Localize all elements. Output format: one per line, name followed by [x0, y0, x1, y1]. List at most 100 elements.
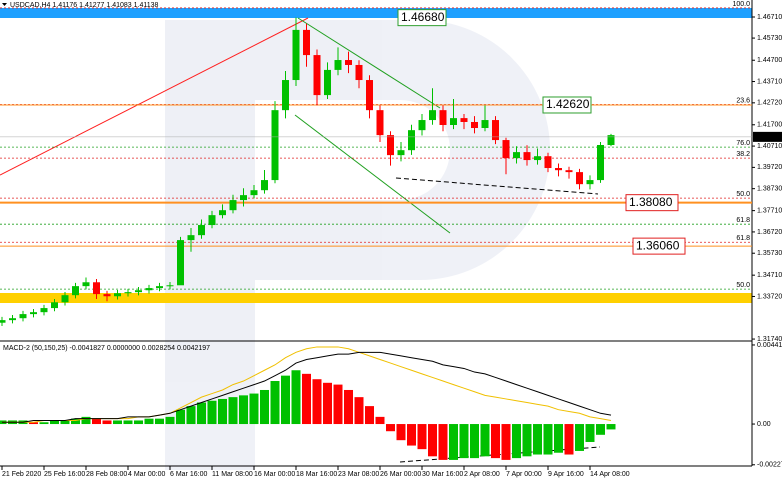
histogram-bar: [354, 397, 364, 425]
histogram-bar: [302, 373, 311, 425]
candle-body: [219, 210, 226, 216]
histogram-bar: [470, 424, 479, 459]
candle-body: [135, 290, 142, 293]
histogram-bar: [323, 382, 332, 425]
fib-label: 61.8: [736, 235, 750, 242]
histogram-bar: [575, 424, 584, 451]
histogram-bar: [155, 418, 164, 425]
histogram-bar: [449, 424, 458, 460]
y-tick-label: 1.31740: [757, 336, 782, 343]
y-tick-label: 1.35730: [757, 250, 782, 257]
histogram-bar: [239, 395, 248, 425]
x-tick-label: 18 Mar 16:00: [296, 471, 337, 478]
candle-body: [324, 69, 331, 96]
candle-body: [429, 110, 436, 121]
candle-body: [124, 292, 132, 294]
candle-body: [30, 312, 37, 315]
candle-body: [345, 60, 352, 65]
candle-body: [481, 120, 489, 129]
histogram-bar: [71, 418, 80, 425]
candle-body: [502, 140, 510, 159]
level-box: [632, 237, 686, 255]
histogram-bar: [39, 422, 49, 425]
candle-body: [565, 170, 573, 173]
histogram-bar: [102, 420, 112, 425]
histogram-bar: [417, 424, 427, 450]
histogram-bar: [522, 424, 532, 457]
histogram-bar: [438, 424, 448, 460]
candle-body: [292, 29, 300, 81]
candle-body: [597, 145, 604, 181]
support-band: [0, 293, 752, 303]
macd-line: [2, 351, 612, 423]
y-tick-label: 1.45730: [757, 35, 782, 42]
y-tick-label: 1.42720: [757, 100, 782, 107]
level-box: [542, 96, 592, 114]
histogram-bar: [134, 420, 143, 425]
histogram-bar: [144, 418, 154, 425]
candle-body: [145, 288, 153, 291]
y-tick-label: 1.37710: [757, 207, 782, 214]
histogram-bar: [249, 393, 259, 425]
candle-body: [51, 302, 58, 309]
y-tick-label: 1.46710: [757, 14, 782, 21]
candle-body: [376, 110, 384, 136]
fib-label: 100.0: [732, 1, 750, 8]
histogram-bar: [176, 409, 185, 425]
level-box: [625, 194, 679, 212]
candle-body: [229, 200, 237, 211]
candle-body: [261, 180, 268, 191]
level-label: 1.36060: [636, 238, 680, 252]
candle-body: [240, 195, 247, 201]
histogram-bar: [554, 424, 563, 453]
histogram-bar: [512, 424, 521, 459]
candle-body: [366, 80, 373, 111]
x-tick-label: 26 Mar 00:00: [380, 471, 421, 478]
histogram-bar: [396, 424, 406, 441]
histogram-bar: [218, 398, 227, 425]
histogram-bar: [29, 422, 38, 425]
current-price-box: [753, 131, 782, 142]
histogram-bar: [375, 416, 385, 425]
fib-label: 76.0: [736, 140, 750, 147]
candle-body: [492, 120, 499, 141]
candle-body: [19, 314, 27, 319]
x-tick-label: 21 Feb 2020: [2, 471, 41, 478]
candle-body: [355, 64, 363, 81]
candle-body: [408, 130, 415, 151]
histogram-bar: [207, 400, 217, 425]
histogram-bar: [123, 420, 133, 425]
macd-title: MACD-2 (50,150,25) -0.0041827 0.0000000 …: [3, 345, 210, 352]
y-tick-label: 1.44700: [757, 57, 782, 64]
level-box: [397, 9, 447, 27]
histogram-bar: [113, 420, 122, 425]
y-tick-label: 1.41700: [757, 122, 782, 129]
candle-body: [9, 318, 16, 321]
x-tick-label: 30 Mar 16:00: [422, 471, 463, 478]
candle-body: [523, 152, 531, 161]
histogram-bar: [407, 424, 416, 446]
candle-body: [40, 308, 48, 313]
x-tick-label: 7 Apr 00:00: [506, 471, 542, 478]
histogram-bar: [428, 424, 437, 457]
level-label: 1.38080: [629, 195, 673, 209]
x-tick-label: 6 Mar 16:00: [170, 471, 207, 478]
candle-body: [334, 60, 342, 70]
fib-label: 50.0: [736, 282, 750, 289]
fib-label: 38.2: [736, 151, 750, 158]
y-tick-label: -0.0022718: [757, 462, 782, 469]
y-tick-label: 1.36720: [757, 229, 782, 236]
histogram-bar: [501, 424, 511, 460]
histogram-bar: [585, 424, 595, 442]
fib-label: 23.6: [736, 97, 750, 104]
x-tick-label: 4 Mar 00:00: [128, 471, 165, 478]
histogram-bar: [92, 418, 101, 425]
histogram-bar: [186, 406, 196, 425]
histogram-bar: [165, 416, 175, 425]
candle-body: [198, 225, 205, 236]
histogram-bar: [606, 424, 616, 430]
current-price-label: 1.41138: [756, 134, 781, 141]
x-tick-label: 28 Feb 08:00: [86, 471, 127, 478]
histogram-bar: [60, 420, 70, 425]
x-tick-label: 9 Apr 16:00: [548, 471, 584, 478]
